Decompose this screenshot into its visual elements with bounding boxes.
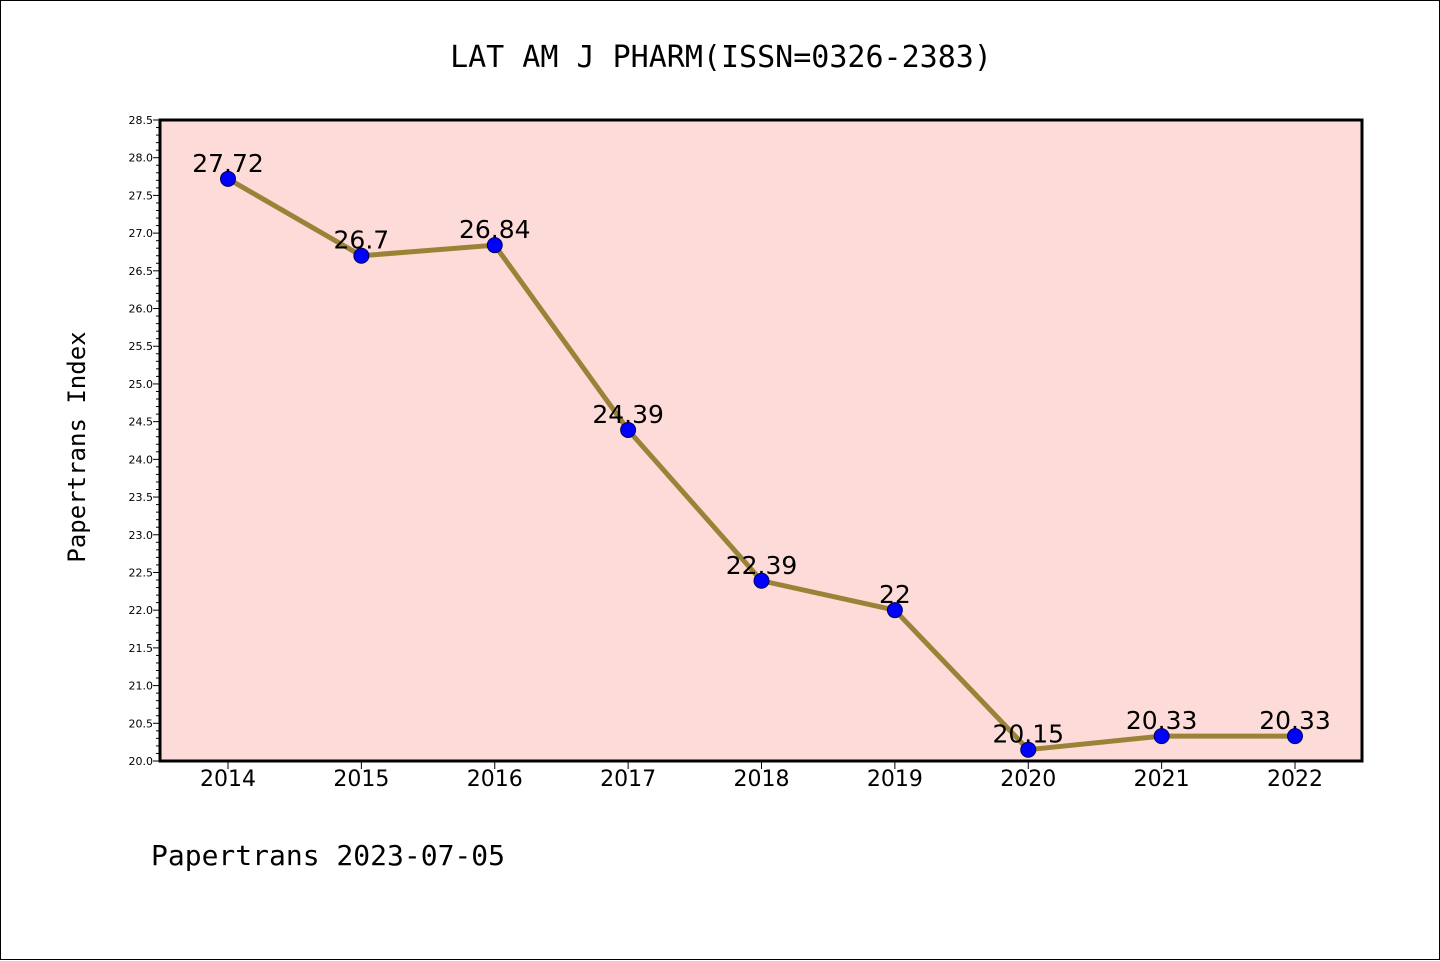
- y-tick-label: 20.0: [129, 755, 154, 768]
- x-tick-label: 2016: [467, 767, 523, 792]
- y-tick-label: 25.0: [129, 378, 154, 391]
- data-point: [1153, 728, 1170, 745]
- y-tick-label: 24.5: [129, 416, 154, 429]
- data-point: [620, 421, 637, 438]
- x-tick-label: 2022: [1267, 767, 1323, 792]
- data-point: [753, 572, 770, 589]
- x-axis-ticks: 2014 2015 2016 2017 2018 2019 2020 2021 2022: [200, 761, 1323, 792]
- y-tick-label: 22.5: [129, 566, 154, 579]
- x-tick-label: 2017: [600, 767, 656, 792]
- y-tick-label: 25.5: [129, 340, 154, 353]
- data-point: [1287, 728, 1303, 745]
- x-tick-label: 2021: [1134, 767, 1190, 792]
- y-tick-label: 24.0: [129, 453, 154, 466]
- data-point: [886, 602, 903, 619]
- x-tick-label: 2020: [1000, 767, 1056, 792]
- plot-area: [160, 120, 1362, 761]
- y-tick-label: 23.0: [129, 529, 154, 542]
- data-point: [353, 247, 370, 264]
- y-tick-label: 20.5: [129, 717, 154, 730]
- footer-text: Papertrans 2023-07-05: [151, 839, 505, 872]
- y-tick-label: 28.0: [129, 152, 154, 165]
- y-tick-label: 21.0: [129, 680, 154, 693]
- data-point: [1020, 741, 1037, 758]
- y-tick-label: 27.0: [129, 227, 154, 240]
- y-tick-label: 26.0: [129, 303, 154, 316]
- x-tick-label: 2019: [867, 767, 923, 792]
- y-tick-label: 28.5: [129, 114, 154, 127]
- x-tick-label: 2018: [734, 767, 790, 792]
- y-tick-label: 26.5: [129, 265, 154, 278]
- data-point: [220, 170, 236, 187]
- x-tick-label: 2014: [200, 767, 256, 792]
- y-tick-label: 23.5: [129, 491, 154, 504]
- chart-title: LAT AM J PHARM(ISSN=0326-2383): [450, 40, 992, 75]
- y-axis-label: Papertrans Index: [63, 331, 91, 562]
- y-axis-ticks: 20.0 20.5 21.0 21.5 22.0 22.5 23.0 23.5 24.0 24.5…: [129, 114, 160, 768]
- data-point: [486, 237, 503, 254]
- y-tick-label: 22.0: [129, 604, 154, 617]
- y-tick-label: 21.5: [129, 642, 154, 655]
- y-tick-label: 27.5: [129, 189, 154, 202]
- x-tick-label: 2015: [333, 767, 389, 792]
- plot-frame: [158, 118, 1364, 763]
